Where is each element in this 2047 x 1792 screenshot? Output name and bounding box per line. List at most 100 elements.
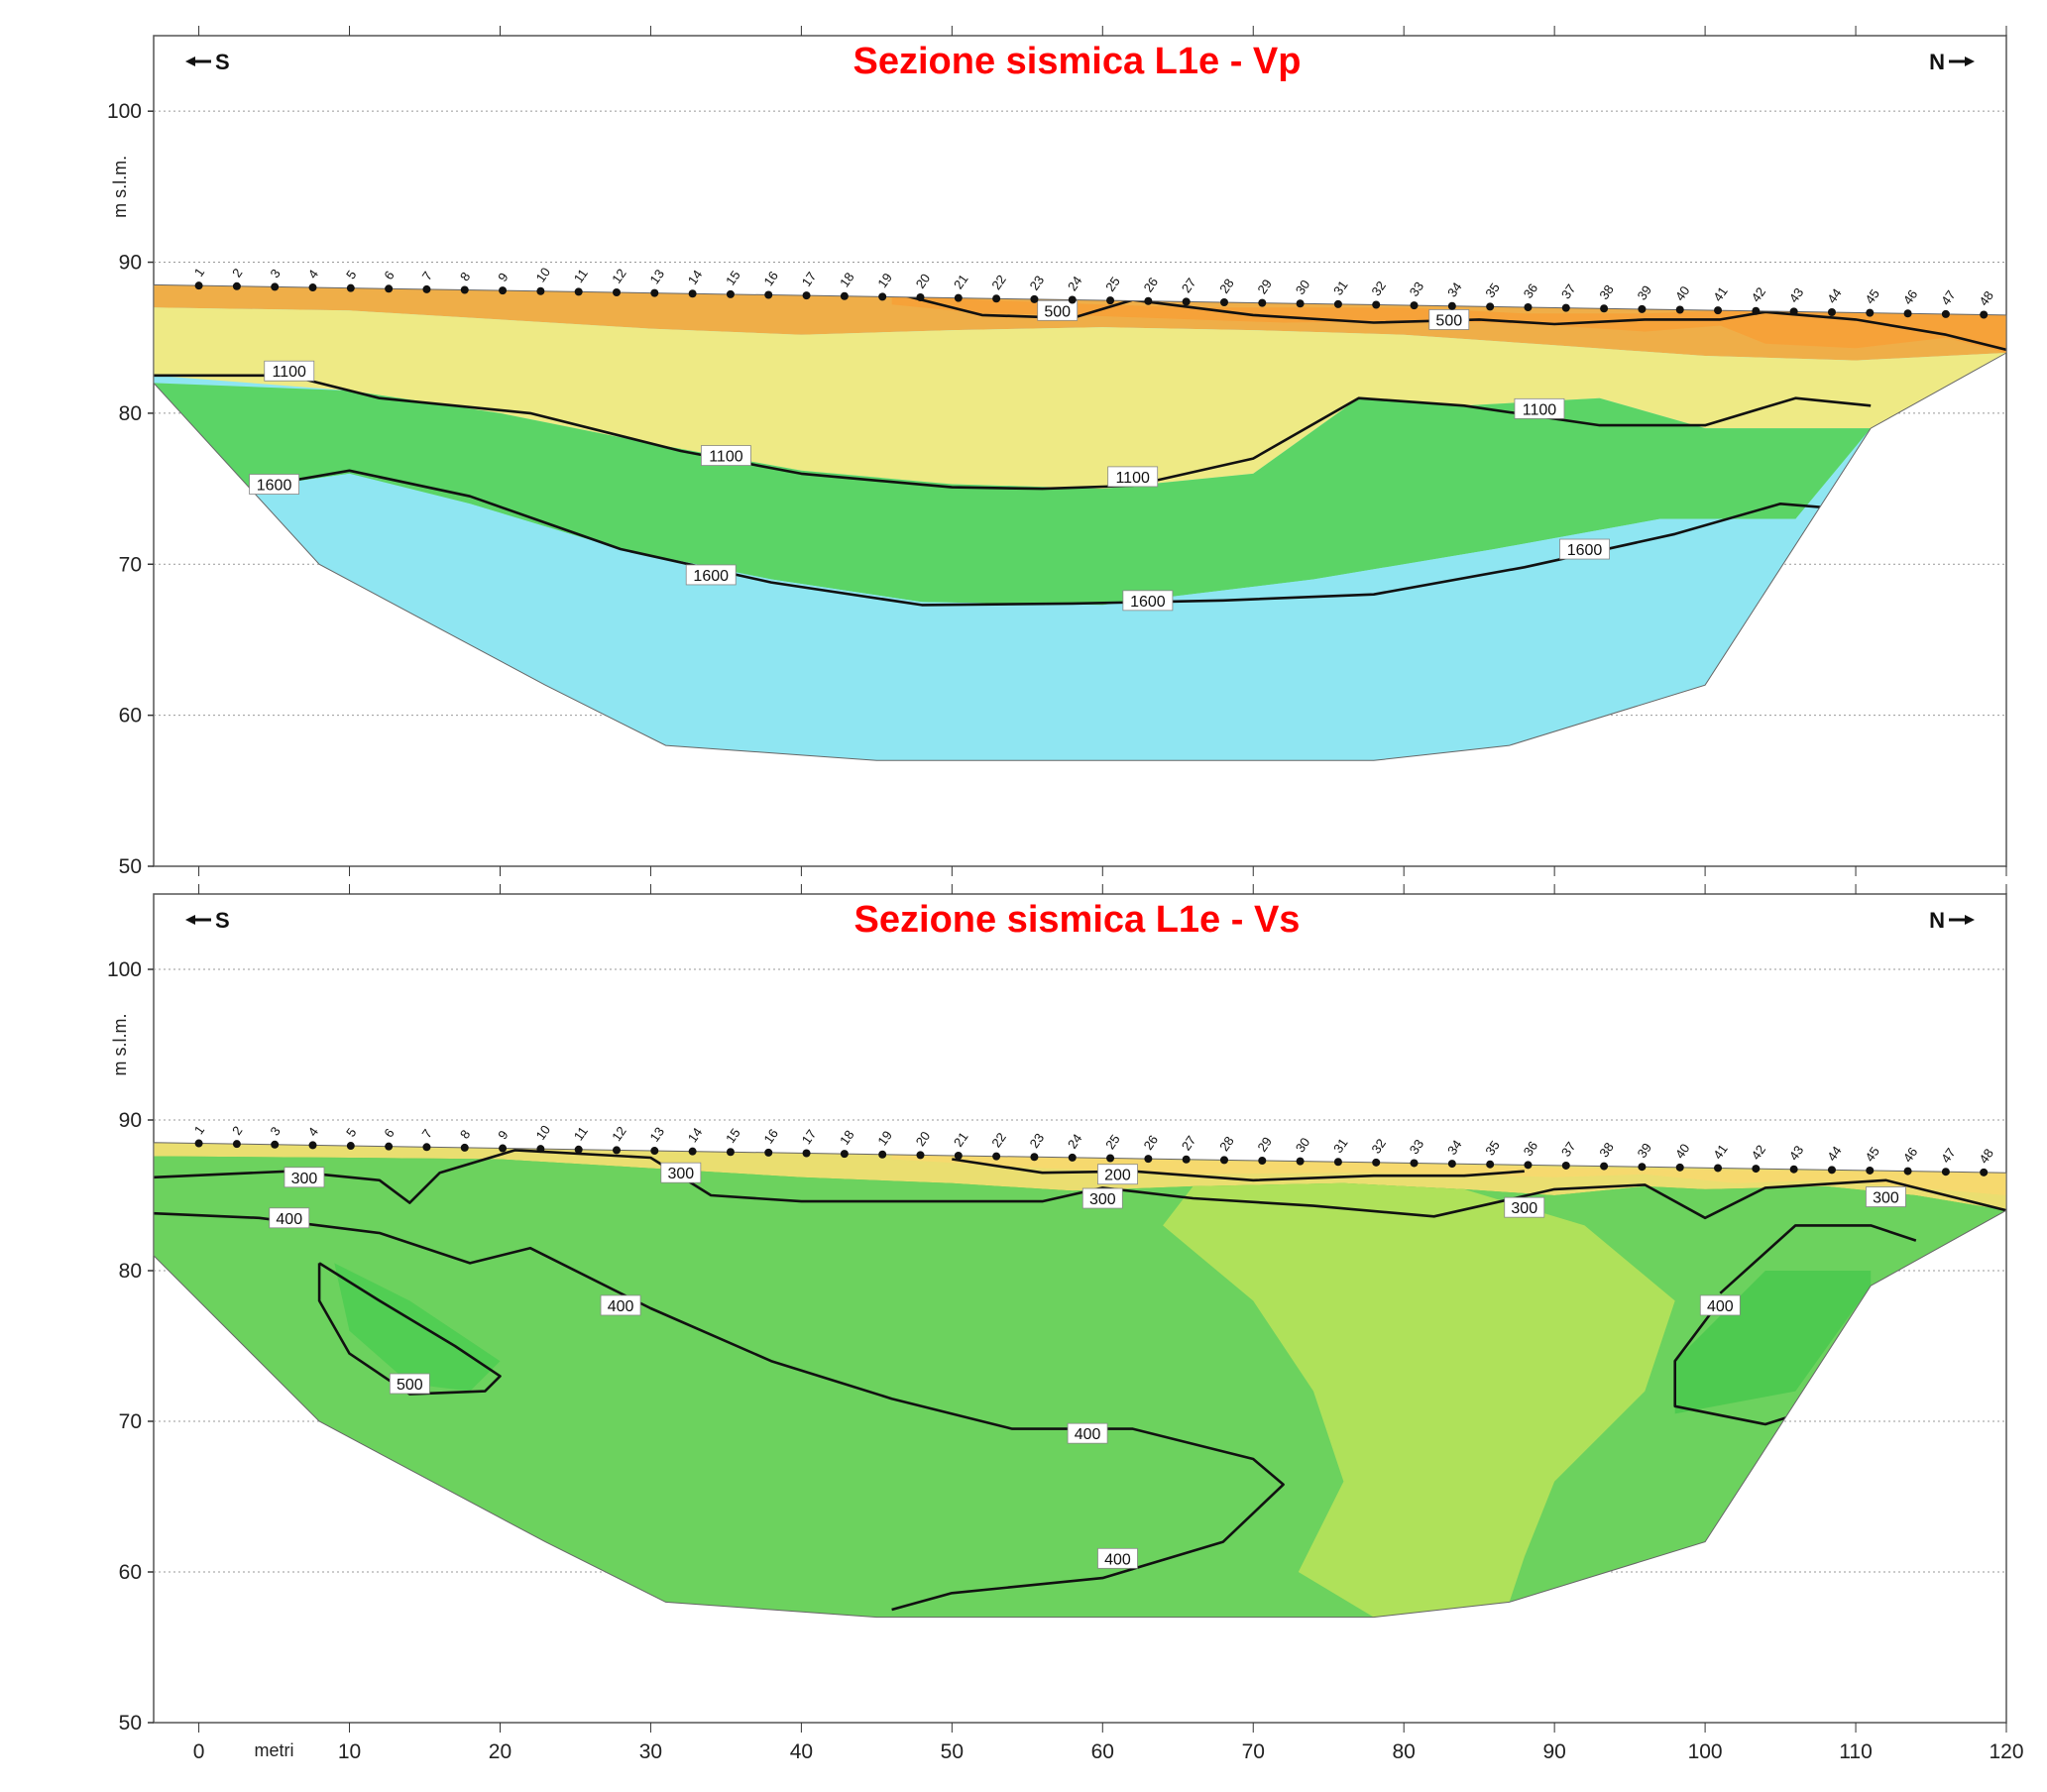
geophone-label: 30 [1293, 1135, 1313, 1155]
geophone-label: 26 [1141, 1132, 1162, 1152]
geophone-label: 43 [1786, 1143, 1807, 1163]
contour-label: 400 [1075, 1426, 1101, 1443]
geophone-marker [1600, 304, 1609, 313]
contour-label-box [1514, 397, 1565, 419]
geophone-label: 44 [1824, 1144, 1845, 1164]
contour-label-box [1037, 299, 1079, 321]
geophone-marker [1600, 1162, 1609, 1171]
geophone-label: 28 [1216, 1134, 1237, 1154]
geophone-marker [1372, 1158, 1381, 1167]
geophone-label: 24 [1065, 1131, 1085, 1151]
x-tick-label: 110 [1839, 1740, 1872, 1763]
geophone-label: 31 [1330, 278, 1351, 297]
geophone-marker [499, 1144, 508, 1153]
contour-label: 300 [667, 1166, 694, 1182]
geophone-label: 16 [760, 269, 781, 288]
geophone-label: 37 [1558, 281, 1579, 301]
geophone-label: 40 [1672, 283, 1693, 303]
geophone-marker [802, 291, 811, 300]
geophone-marker [232, 1140, 241, 1149]
geophone-marker [954, 293, 963, 302]
velocity-zone-yellow-green [1163, 1182, 1675, 1618]
geophone-label: 19 [874, 271, 895, 290]
geophone-label: 36 [1521, 280, 1541, 300]
contour-label: 300 [1873, 1190, 1899, 1207]
geophone-marker [1752, 1165, 1761, 1174]
geophone-label: 21 [951, 1129, 971, 1149]
x-tick-label: 40 [790, 1740, 813, 1763]
contour-label: 500 [1435, 312, 1462, 329]
geophone-marker [1182, 1155, 1191, 1164]
y-tick-label: 100 [107, 100, 142, 123]
geophone-marker [1258, 1156, 1267, 1165]
geophone-marker [385, 284, 394, 293]
contour-line-400 [1719, 1224, 1917, 1294]
contour-label-box [284, 1167, 325, 1188]
geophone-marker [1447, 301, 1456, 310]
direction-south-label: S [215, 50, 230, 74]
geophone-marker [840, 1150, 849, 1159]
geophone-marker [422, 284, 431, 293]
y-tick-label: 80 [119, 402, 142, 425]
arrow-right-icon [1965, 915, 1975, 925]
contour-label-box [1122, 590, 1174, 612]
x-tick-label: 120 [1989, 1740, 2023, 1763]
x-tick-label: 80 [1393, 1740, 1416, 1763]
contour-label-box [685, 564, 737, 586]
geophone-label: 27 [1179, 1133, 1199, 1153]
geophone-label: 27 [1179, 276, 1199, 295]
geophone-marker [1789, 307, 1798, 316]
contour-label-box [1081, 1187, 1123, 1209]
geophone-label: 48 [1976, 1146, 1996, 1166]
geophone-label: 18 [837, 1127, 857, 1147]
contour-label-box [1097, 1547, 1138, 1569]
geophone-label: 37 [1558, 1139, 1579, 1159]
geophone-marker [308, 283, 317, 292]
geophone-label: 35 [1482, 1138, 1503, 1158]
geophone-label: 35 [1482, 280, 1503, 300]
chart-panel-1: 500 500 1100 1100 1100 1100 1600 1600 1600 1600 1 2… [107, 26, 2007, 878]
geophone-label: 10 [533, 265, 554, 284]
y-axis-label: m s.l.m. [110, 1014, 130, 1076]
y-tick-label: 90 [119, 252, 142, 275]
x-tick-label: 90 [1542, 1740, 1565, 1763]
contour-label: 1100 [709, 449, 743, 466]
contour-label: 400 [608, 1298, 634, 1315]
direction-north-label: N [1929, 908, 1945, 933]
contour-line-400 [154, 1211, 1285, 1612]
contour-label-box [389, 1373, 430, 1395]
chart-title: Sezione sismica L1e - Vp [853, 41, 1302, 82]
geophone-marker [1714, 1164, 1723, 1173]
geophone-marker [1258, 298, 1267, 307]
contour-label-box [1428, 309, 1470, 330]
geophone-marker [1980, 310, 1989, 319]
geophone-label: 40 [1672, 1141, 1693, 1161]
geophone-marker [271, 282, 280, 291]
contour-label-box [1866, 1186, 1906, 1207]
geophone-label: 33 [1407, 1137, 1427, 1157]
geophone-marker [1561, 303, 1570, 312]
geophone-marker [1752, 306, 1761, 315]
geophone-marker [1182, 297, 1191, 306]
geophone-marker [1638, 1163, 1647, 1172]
geophone-label: 23 [1027, 1131, 1048, 1151]
geophone-marker [499, 286, 508, 295]
geophone-marker [878, 292, 887, 301]
geophone-label: 17 [799, 1127, 820, 1147]
contour-label-box [269, 1207, 310, 1229]
velocity-zone-yellow-top [154, 1142, 2006, 1211]
geophone-label: 29 [1254, 277, 1275, 296]
geophone-label: 24 [1065, 274, 1085, 293]
y-tick-label: 50 [119, 855, 142, 878]
geophone-marker [1675, 305, 1684, 314]
geophone-marker [1714, 306, 1723, 315]
geophone-marker [1219, 298, 1228, 307]
contour-line-500 [891, 290, 2006, 352]
section-outline [153, 1142, 2007, 1619]
geophone-label: 18 [837, 270, 857, 289]
geophone-marker [1827, 308, 1836, 317]
geophone-marker [460, 285, 469, 294]
geophone-label: 38 [1596, 282, 1617, 302]
geophone-marker [1333, 1158, 1342, 1167]
geophone-label: 13 [646, 267, 667, 286]
